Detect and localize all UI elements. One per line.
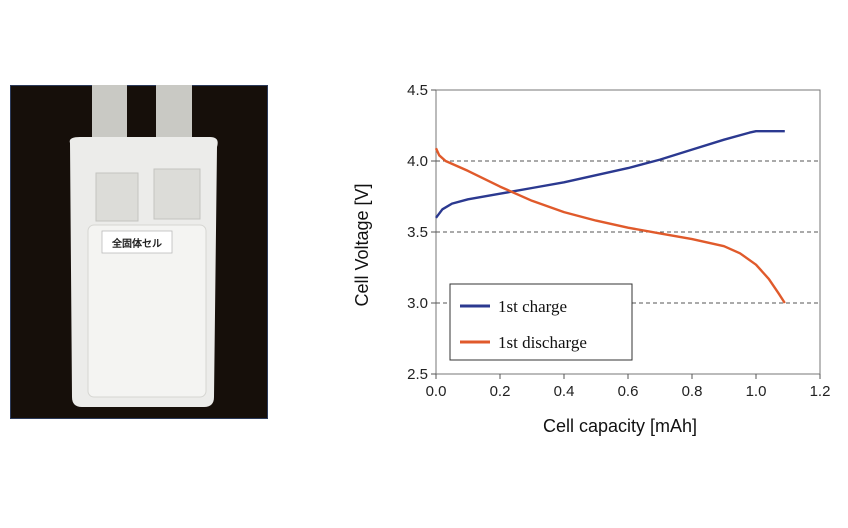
legend-label: 1st discharge — [498, 333, 587, 352]
x-axis-title: Cell capacity [mAh] — [543, 416, 697, 436]
legend-label: 1st charge — [498, 297, 567, 316]
legend-box — [449, 283, 633, 361]
x-tick-label: 0.8 — [682, 383, 703, 400]
x-tick-label: 0.6 — [618, 383, 639, 400]
battery-cell-photo: 全固体セル — [10, 85, 268, 419]
y-tick-label: 3.5 — [407, 224, 428, 241]
y-tick-label: 4.0 — [407, 153, 428, 170]
x-tick-label: 1.2 — [810, 383, 831, 400]
discharge-curve — [434, 147, 786, 304]
charge-curve — [435, 130, 785, 219]
x-tick-label: 0.4 — [554, 383, 575, 400]
x-tick-label: 0.2 — [490, 383, 511, 400]
y-tick-label: 2.5 — [407, 366, 428, 383]
y-axis-title: Cell Voltage [V] — [352, 183, 372, 306]
voltage-capacity-chart: 0.0 0.2 0.4 0.6 0.8 1.0 1.2 2.5 3.0 3.5 4.0 4.5 1st… — [352, 82, 831, 436]
y-tick-label: 3.0 — [407, 295, 428, 312]
x-tick-label: 1.0 — [746, 383, 767, 400]
x-tick-label: 0.0 — [426, 383, 447, 400]
cell-label-text: 全固体セル — [111, 237, 162, 250]
y-tick-label: 4.5 — [407, 82, 428, 99]
